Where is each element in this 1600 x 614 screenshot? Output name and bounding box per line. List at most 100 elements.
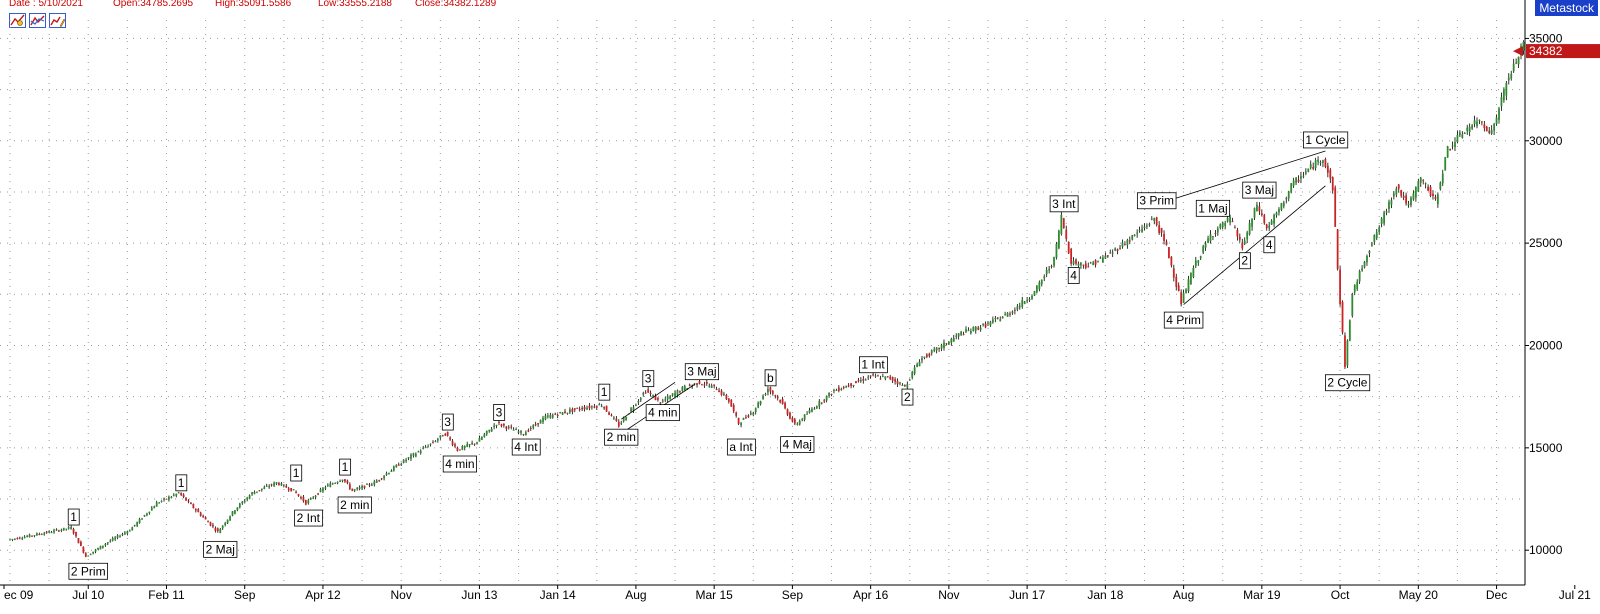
candle-up xyxy=(1390,200,1393,205)
x-tick-label: Jun 13 xyxy=(461,588,497,602)
metastock-logo: Metastock xyxy=(1535,0,1598,16)
candle-up xyxy=(1006,312,1009,317)
x-tick-label: May 20 xyxy=(1399,588,1439,602)
candle-down xyxy=(1344,335,1346,368)
candle-up xyxy=(419,450,422,453)
candle-up xyxy=(236,507,239,511)
candle-down xyxy=(1214,233,1217,235)
x-tick-label: Jul 21 xyxy=(1559,588,1591,602)
chart-compare-icon[interactable] xyxy=(29,13,46,28)
candle-up xyxy=(1302,175,1305,177)
last-price-arrow xyxy=(1513,46,1523,57)
chart-draw-icon[interactable] xyxy=(49,13,66,28)
x-tick-label: Aug xyxy=(1173,588,1194,602)
candle-up xyxy=(133,524,136,527)
candle-up xyxy=(390,470,393,472)
candle-up xyxy=(70,526,73,530)
candle-up xyxy=(921,358,923,361)
candle-down xyxy=(473,443,476,445)
y-tick-label: 35000 xyxy=(1529,31,1563,45)
wave-label-box xyxy=(645,404,680,422)
candle-up xyxy=(246,497,249,500)
candle-up xyxy=(155,502,158,507)
candle-up xyxy=(35,533,38,536)
candle-down xyxy=(258,490,261,492)
candle-up xyxy=(1454,142,1456,148)
candle-up xyxy=(806,413,808,415)
candle-up xyxy=(933,349,936,351)
wave-label-box xyxy=(337,496,372,514)
candle-up xyxy=(1473,120,1476,124)
grid-layer xyxy=(0,20,1525,585)
candle-up xyxy=(544,415,547,420)
x-tick-label: Jun 17 xyxy=(1009,588,1045,602)
wave-label: 1 xyxy=(290,464,303,482)
y-tick-label: 15000 xyxy=(1529,441,1563,455)
candle-up xyxy=(710,385,713,388)
wave-label: 2 min xyxy=(604,428,639,446)
candle-down xyxy=(583,407,586,410)
candle-up xyxy=(116,535,119,538)
candle-up xyxy=(136,522,139,526)
candle-down xyxy=(1009,313,1011,315)
wave-label-text: 4 min xyxy=(445,457,474,471)
candle-up xyxy=(1373,234,1376,243)
candle-down xyxy=(891,376,894,381)
candle-down xyxy=(847,385,850,387)
candle-up xyxy=(260,488,263,490)
candle-down xyxy=(498,421,500,423)
y-tick-label: 20000 xyxy=(1529,338,1563,352)
wave-label-text: 1 xyxy=(342,460,349,474)
chart-settings-icon[interactable] xyxy=(9,13,26,28)
candle-up xyxy=(1292,180,1295,186)
candle-down xyxy=(58,530,60,532)
wave-label-text: 4 min xyxy=(648,406,677,420)
candle-down xyxy=(270,484,273,486)
candle-down xyxy=(18,537,21,539)
wave-label-box xyxy=(441,413,454,431)
candle-down xyxy=(837,387,840,391)
candle-up xyxy=(148,511,151,514)
candle-up xyxy=(1138,229,1141,231)
candle-down xyxy=(1405,195,1407,204)
candle-up xyxy=(923,356,926,359)
wave-label-text: 3 Int xyxy=(1052,197,1076,211)
candle-up xyxy=(1109,252,1112,254)
candle-up xyxy=(979,327,982,330)
candle-up xyxy=(539,419,542,424)
candle-down xyxy=(1422,180,1425,182)
candle-up xyxy=(1150,218,1153,220)
candle-up xyxy=(1077,263,1080,266)
candle-up xyxy=(126,531,129,534)
candle-up xyxy=(1285,198,1288,200)
candle-up xyxy=(1053,257,1055,266)
candle-up xyxy=(1510,74,1513,79)
candle-up xyxy=(414,453,417,457)
candle-up xyxy=(916,364,918,367)
candle-up xyxy=(476,442,478,444)
candle-up xyxy=(803,414,806,420)
candle-up xyxy=(324,487,327,489)
candle-down xyxy=(190,502,192,505)
candle-down xyxy=(1084,263,1087,268)
candle-down xyxy=(984,323,987,328)
candle-up xyxy=(813,408,816,410)
candle-up xyxy=(1253,208,1256,218)
candle-up xyxy=(1388,201,1390,210)
candle-down xyxy=(1324,159,1327,167)
candle-down xyxy=(180,492,183,496)
candle-down xyxy=(688,384,691,386)
candle-down xyxy=(850,383,852,387)
candle-up xyxy=(251,492,253,495)
candle-up xyxy=(175,493,178,496)
candle-up xyxy=(322,488,324,492)
candle-down xyxy=(889,376,892,379)
candle-down xyxy=(945,343,948,345)
candle-up xyxy=(1287,191,1290,199)
candle-up xyxy=(1028,298,1031,301)
wave-label-box xyxy=(780,436,815,453)
candle-up xyxy=(1248,222,1251,235)
candle-up xyxy=(1187,279,1190,292)
candle-up xyxy=(275,482,278,485)
